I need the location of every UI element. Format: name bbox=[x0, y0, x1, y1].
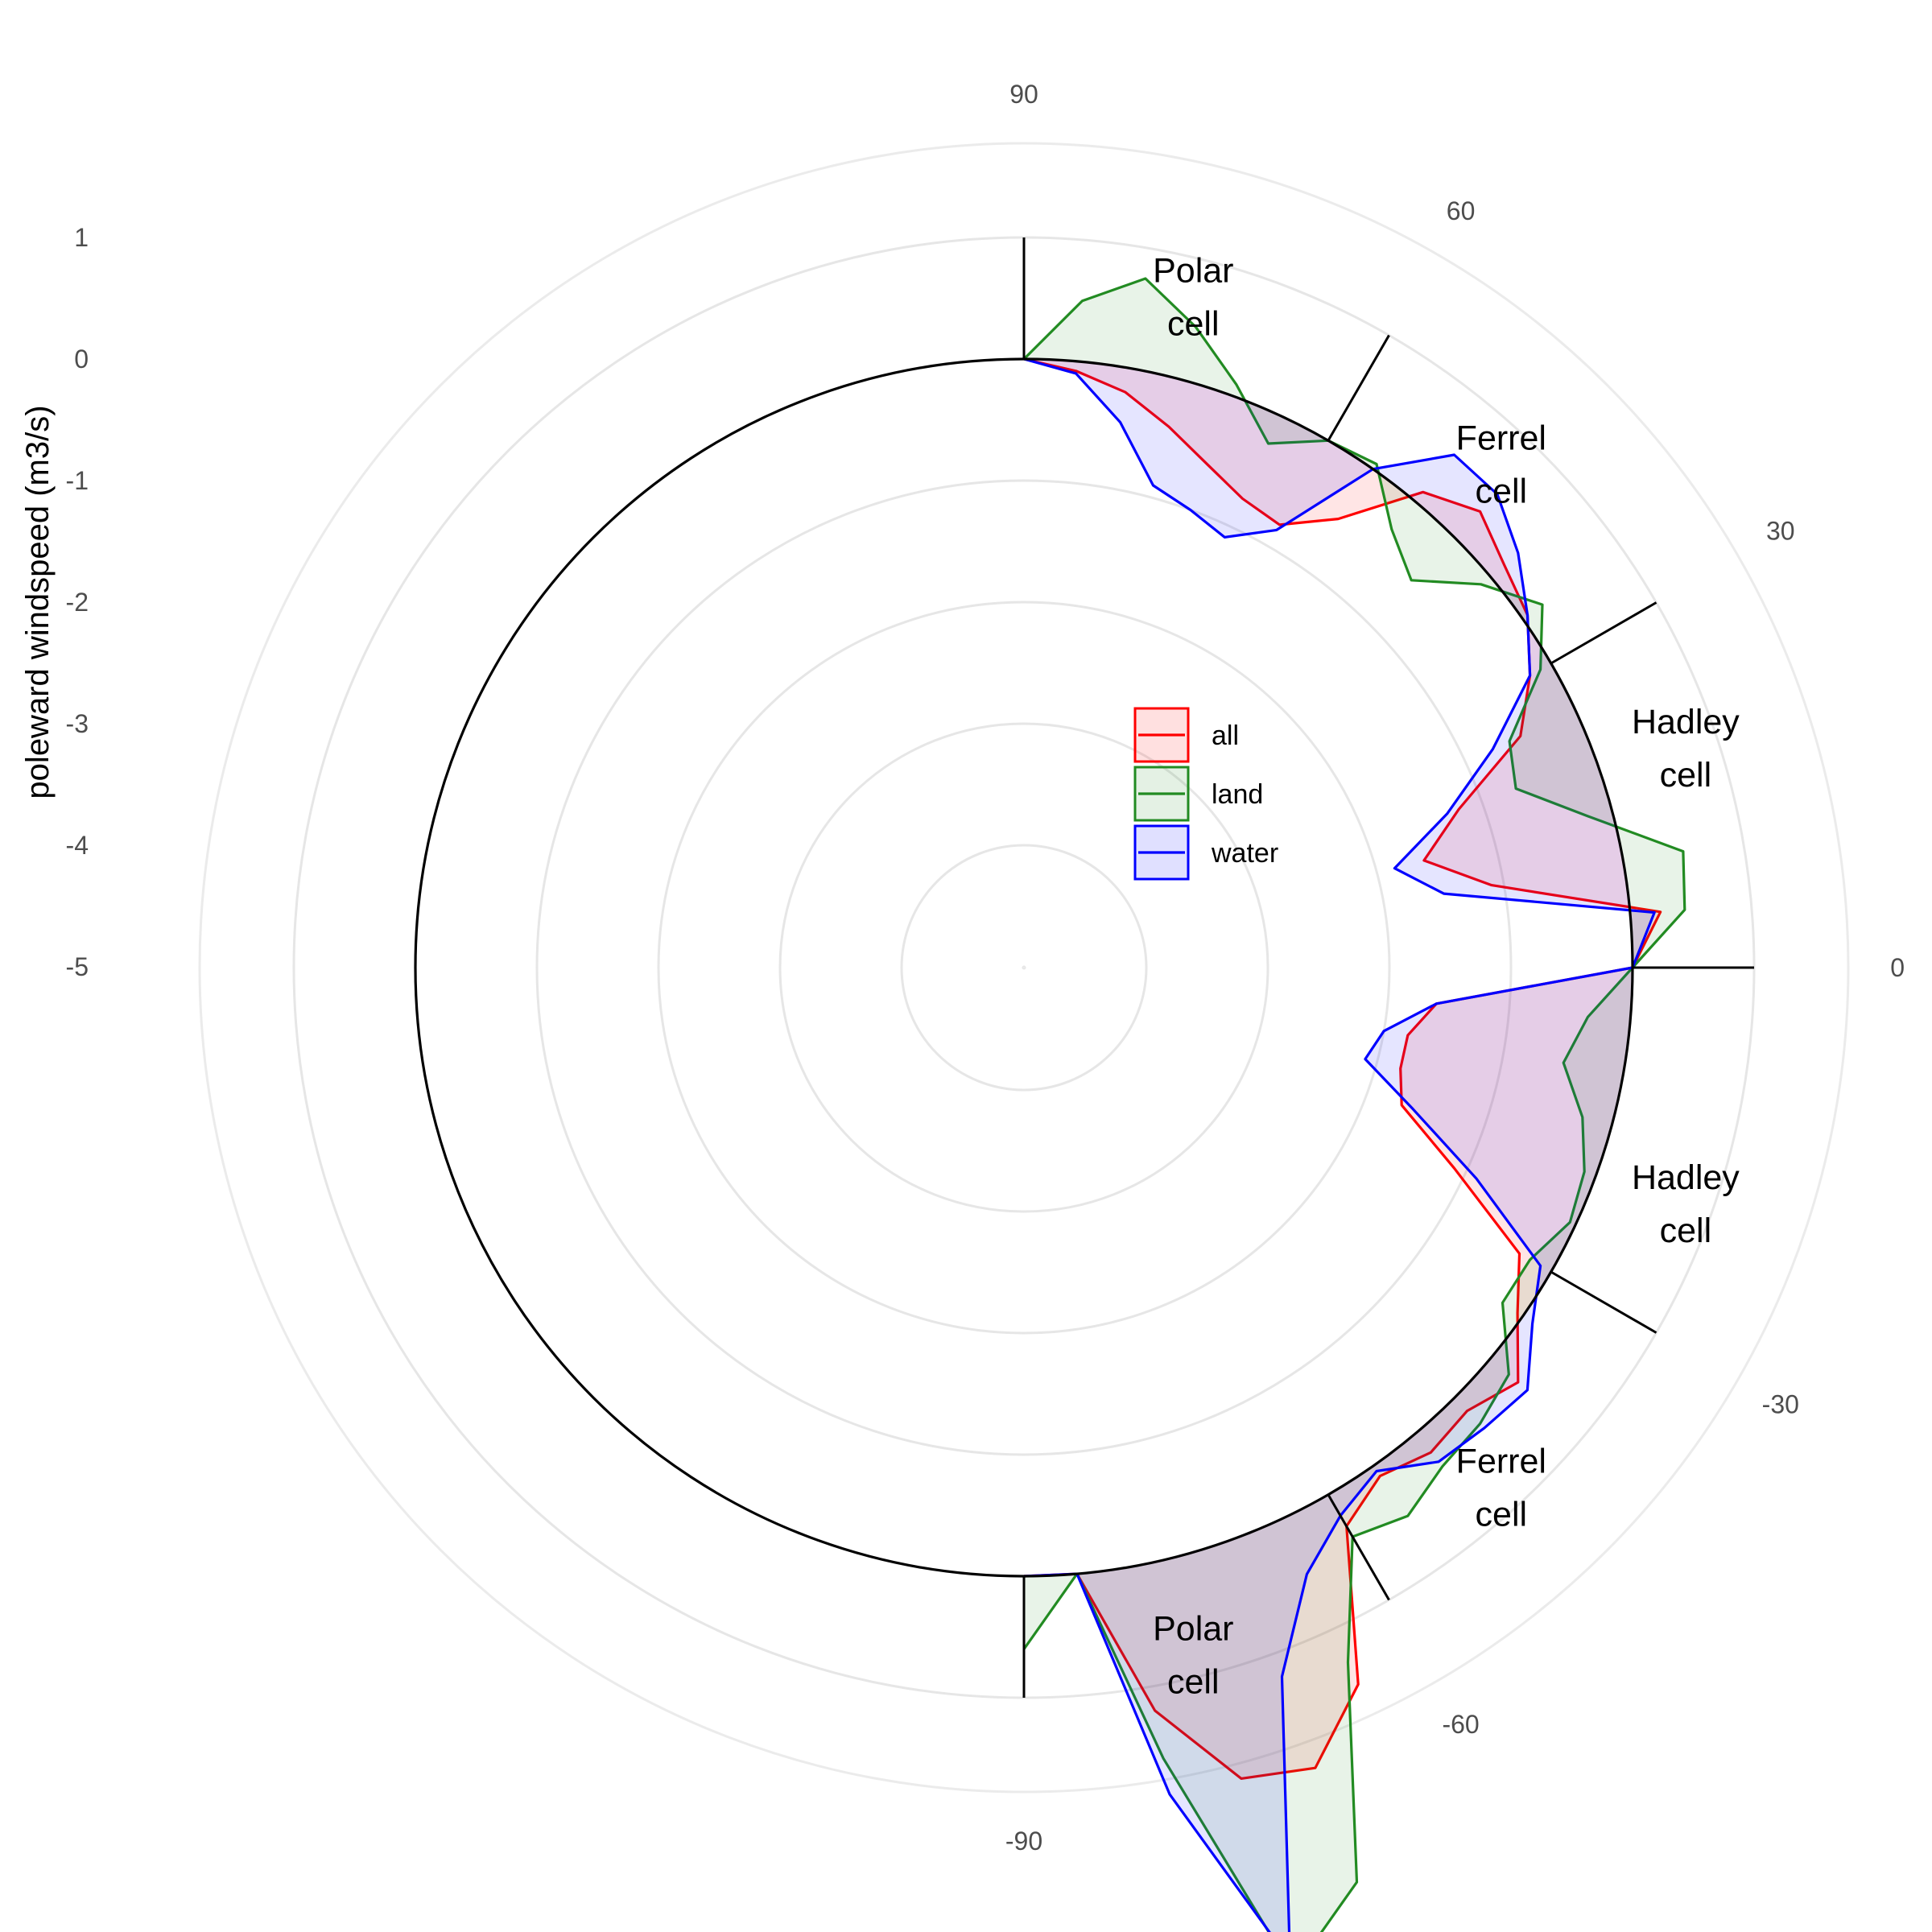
r-tick-label: -5 bbox=[66, 952, 89, 981]
r-tick-label: 0 bbox=[74, 345, 89, 374]
grid-circle-outer bbox=[198, 142, 1850, 1794]
r-tick-label: -3 bbox=[66, 709, 89, 738]
theta-tick-label: -60 bbox=[1442, 1710, 1479, 1739]
theta-tick-label: 0 bbox=[1890, 953, 1905, 982]
series-fill-water bbox=[1024, 359, 1655, 1932]
cell-label: Polar cell bbox=[1153, 1609, 1233, 1701]
cell-label: Hadley cell bbox=[1632, 1158, 1740, 1250]
legend-label-land: land bbox=[1212, 779, 1263, 810]
theta-tick-label: 90 bbox=[1009, 80, 1038, 109]
cell-label: Ferrel cell bbox=[1456, 1443, 1546, 1534]
latitude-tick-labels: 90 60 30 0 -30 -60 -90 bbox=[1005, 80, 1905, 1856]
legend-label-all: all bbox=[1212, 720, 1239, 751]
cell-label: Hadley cell bbox=[1632, 703, 1740, 795]
series-fill-all bbox=[1024, 359, 1661, 1779]
y-axis-title: poleward windspeed (m3/s) bbox=[20, 405, 56, 799]
r-tick-label: 1 bbox=[74, 223, 89, 252]
cell-boundary-line bbox=[1327, 334, 1390, 442]
r-tick-label: -4 bbox=[66, 831, 89, 860]
series-layer bbox=[1022, 277, 1686, 1932]
cell-label: Polar cell bbox=[1153, 252, 1233, 344]
theta-tick-label: -30 bbox=[1762, 1390, 1799, 1419]
cell-label-line1: Hadley bbox=[1632, 1158, 1740, 1197]
grid-circle bbox=[900, 844, 1148, 1092]
radius-tick-labels: 1 0 -1 -2 -3 -4 -5 bbox=[66, 223, 89, 981]
grid-circle bbox=[1022, 965, 1026, 970]
cell-label-line1: Hadley bbox=[1632, 703, 1740, 741]
cell-label-line2: cell bbox=[1167, 1662, 1220, 1701]
cell-label-line2: cell bbox=[1476, 472, 1528, 510]
cell-label-line1: Ferrel bbox=[1456, 419, 1546, 457]
cell-label-line2: cell bbox=[1167, 305, 1220, 344]
cell-label-line2: cell bbox=[1660, 1212, 1712, 1250]
legend: all land water bbox=[1133, 707, 1278, 881]
r-tick-label: -1 bbox=[66, 466, 89, 495]
theta-tick-label: 30 bbox=[1766, 516, 1795, 545]
r-tick-label: -2 bbox=[66, 588, 89, 617]
chart-frame bbox=[414, 237, 1754, 1698]
radial-grid bbox=[198, 142, 1850, 1794]
cell-label-line2: cell bbox=[1476, 1496, 1528, 1534]
grid-circle bbox=[535, 479, 1513, 1456]
cell-label-line1: Ferrel bbox=[1456, 1443, 1546, 1481]
theta-tick-label: 60 bbox=[1447, 196, 1476, 225]
cell-label-line1: Polar bbox=[1153, 1609, 1233, 1648]
cell-label-line1: Polar bbox=[1153, 252, 1233, 291]
cell-label: Ferrel cell bbox=[1456, 419, 1546, 510]
theta-tick-label: -90 bbox=[1005, 1827, 1042, 1856]
legend-label-water: water bbox=[1211, 838, 1278, 869]
cell-boundary-line bbox=[1550, 1270, 1657, 1334]
cell-boundary-line bbox=[1550, 601, 1657, 665]
cell-boundary-line bbox=[1327, 1493, 1390, 1601]
cell-label-line2: cell bbox=[1660, 756, 1712, 795]
grid-circle bbox=[657, 601, 1391, 1335]
grid-circle bbox=[778, 722, 1269, 1213]
